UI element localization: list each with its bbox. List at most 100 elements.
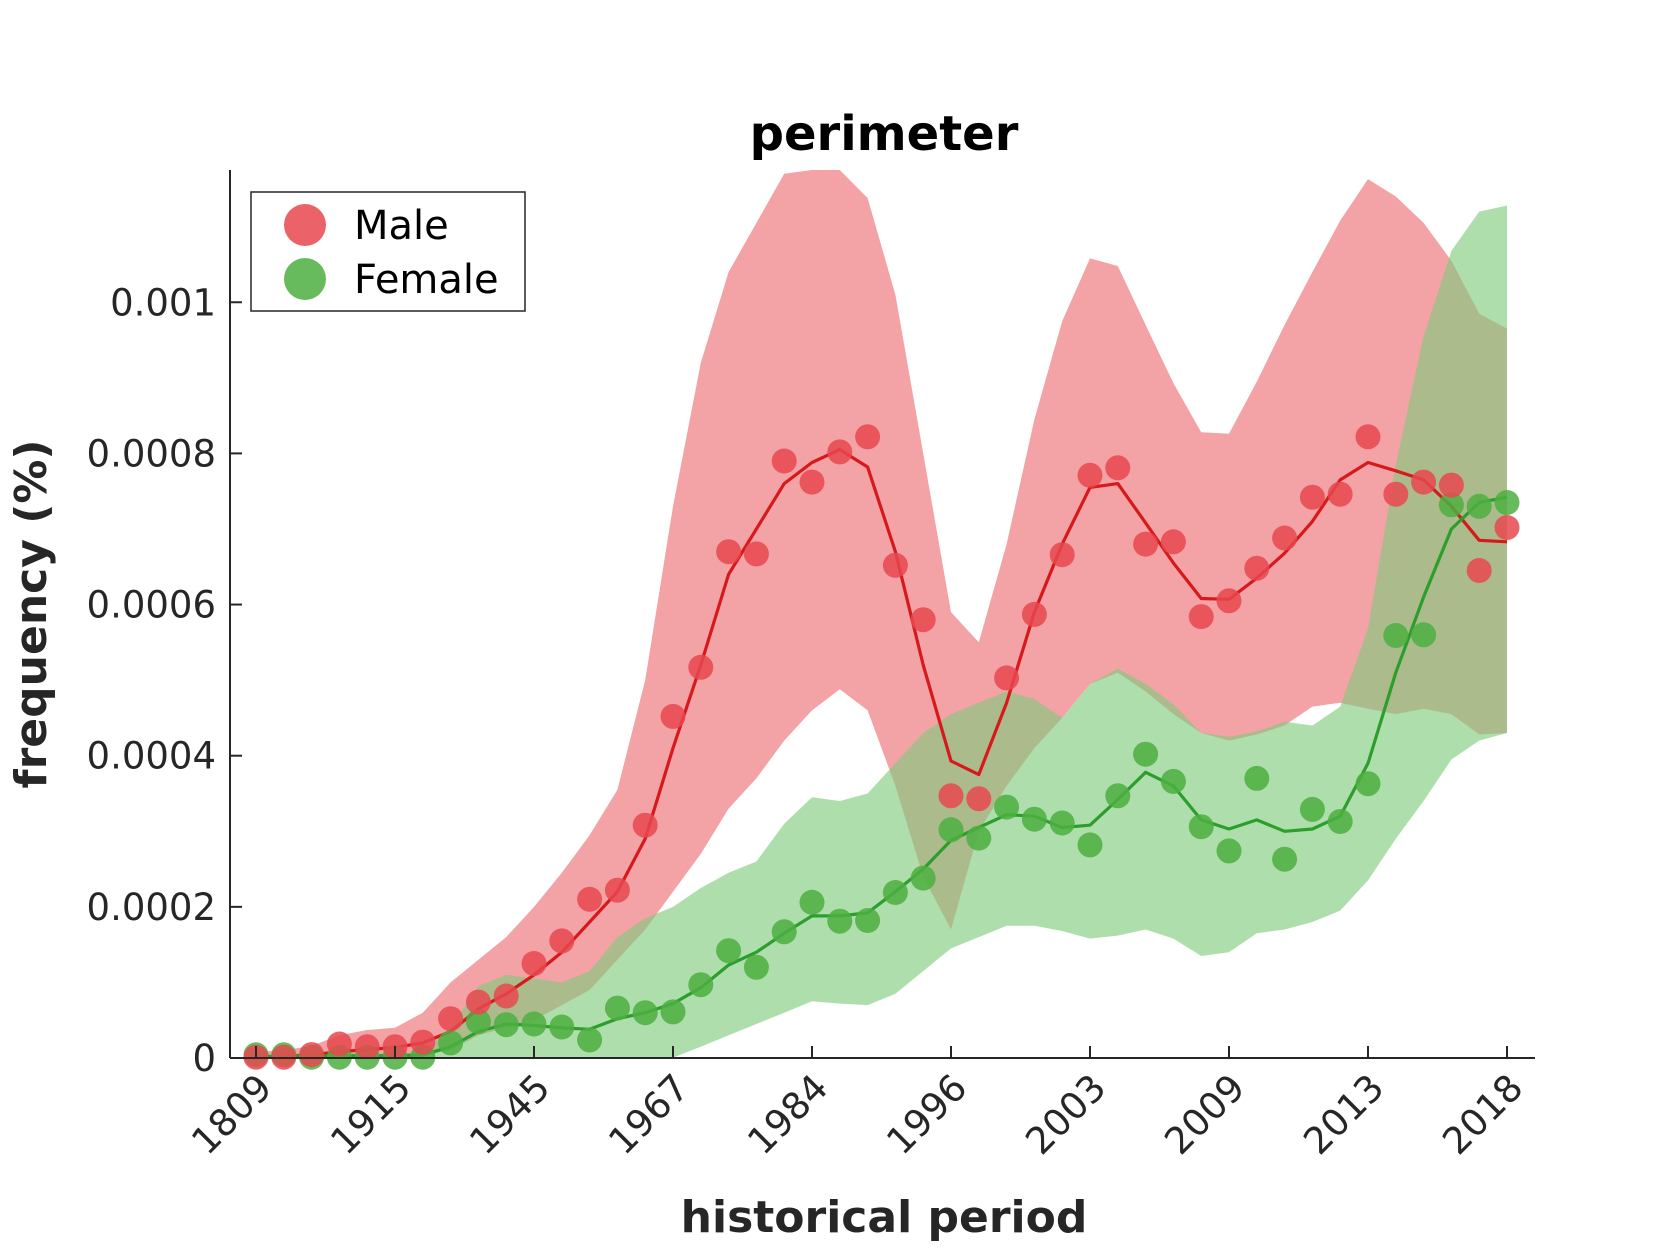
female-point xyxy=(1299,796,1325,822)
male-point xyxy=(493,983,519,1009)
male-line xyxy=(255,448,1508,1059)
y-tick-label: 0 xyxy=(192,1037,216,1080)
male-point xyxy=(1411,469,1437,495)
y-tick-label: 0.0002 xyxy=(87,886,216,929)
female-point xyxy=(632,1000,658,1026)
male-point xyxy=(660,703,686,729)
male-point xyxy=(604,877,630,903)
male-point xyxy=(632,812,658,838)
male-point xyxy=(326,1031,352,1057)
male-point xyxy=(299,1042,325,1068)
male-point xyxy=(910,607,936,633)
female-point xyxy=(910,865,936,891)
female-point xyxy=(743,954,769,980)
male-point xyxy=(1133,531,1159,557)
male-point xyxy=(1188,604,1214,630)
y-axis-title: frequency (%) xyxy=(6,439,57,788)
female-point xyxy=(1133,741,1159,767)
female-point xyxy=(716,938,742,964)
female-point xyxy=(855,908,881,933)
male-point xyxy=(1077,462,1103,488)
male-point xyxy=(1216,588,1242,614)
female-point xyxy=(465,1009,491,1035)
female-point xyxy=(1272,846,1298,872)
female-point xyxy=(1077,832,1103,858)
chart-title: perimeter xyxy=(750,106,1019,162)
x-tick-label: 2003 xyxy=(1017,1066,1114,1163)
x-tick-label: 1996 xyxy=(878,1066,975,1163)
female-point xyxy=(688,972,714,998)
female-point xyxy=(799,889,825,915)
female-point xyxy=(827,908,853,934)
male-point xyxy=(410,1029,436,1055)
x-axis-title: historical period xyxy=(681,1192,1088,1243)
y-tick-label: 0.001 xyxy=(110,281,216,324)
male-point xyxy=(1272,525,1298,551)
male-point xyxy=(716,539,742,565)
male-point xyxy=(521,951,547,976)
male-point xyxy=(549,928,575,954)
male-point xyxy=(771,448,797,474)
female-point xyxy=(994,794,1020,820)
male-point xyxy=(1383,481,1409,507)
female-point xyxy=(521,1011,547,1037)
x-tick-label: 1984 xyxy=(739,1066,836,1163)
female-line xyxy=(256,495,1508,1059)
x-tick-label: 2013 xyxy=(1295,1066,1392,1163)
female-point xyxy=(1188,814,1214,840)
female-point xyxy=(577,1027,603,1053)
female-point xyxy=(604,995,630,1021)
male-point xyxy=(1160,529,1186,555)
trend-lines xyxy=(255,448,1508,1059)
male-point xyxy=(827,439,853,465)
confidence-bands xyxy=(256,170,1507,1058)
male-point xyxy=(1327,481,1353,507)
male-point xyxy=(855,424,881,450)
legend-female-marker xyxy=(284,258,326,300)
data-points xyxy=(243,424,1520,1070)
male-point xyxy=(938,783,964,809)
female-point xyxy=(1160,768,1186,794)
female-point xyxy=(1216,838,1242,864)
y-tick-label: 0.0008 xyxy=(87,432,216,475)
female-point xyxy=(1105,783,1131,809)
male-point xyxy=(577,886,603,912)
male-point xyxy=(743,541,769,567)
male-point xyxy=(966,786,992,812)
legend-male-label: Male xyxy=(354,203,449,249)
x-tick-label: 2009 xyxy=(1156,1066,1253,1163)
female-point xyxy=(1327,809,1353,834)
male-point xyxy=(882,552,908,578)
female-point xyxy=(1049,810,1075,836)
y-tick-label: 0.0004 xyxy=(87,735,216,778)
male-point xyxy=(1438,472,1464,498)
female-point xyxy=(1021,806,1047,832)
female-point xyxy=(966,825,992,851)
male-point xyxy=(1299,484,1325,510)
male-band xyxy=(256,170,1507,1058)
x-tick-label: 1967 xyxy=(600,1066,697,1163)
x-tick-label: 1945 xyxy=(461,1066,558,1163)
male-point xyxy=(688,654,714,680)
female-point xyxy=(1355,771,1381,797)
male-point xyxy=(354,1034,380,1060)
female-point xyxy=(882,880,908,905)
male-point xyxy=(1244,555,1270,581)
female-point xyxy=(1383,623,1409,648)
axes xyxy=(229,170,1535,1059)
female-point xyxy=(1494,490,1520,515)
x-tick-label: 2018 xyxy=(1434,1066,1531,1163)
female-point xyxy=(438,1030,464,1056)
male-point xyxy=(1494,515,1520,540)
female-point xyxy=(549,1014,575,1040)
male-point xyxy=(438,1006,464,1032)
female-point xyxy=(1466,493,1492,519)
x-tick-label: 1915 xyxy=(322,1066,419,1163)
female-point xyxy=(771,919,797,945)
male-point xyxy=(994,665,1020,691)
female-point xyxy=(493,1012,519,1038)
female-point xyxy=(1411,622,1437,648)
male-point xyxy=(1021,601,1047,627)
legend-female-label: Female xyxy=(354,257,499,303)
